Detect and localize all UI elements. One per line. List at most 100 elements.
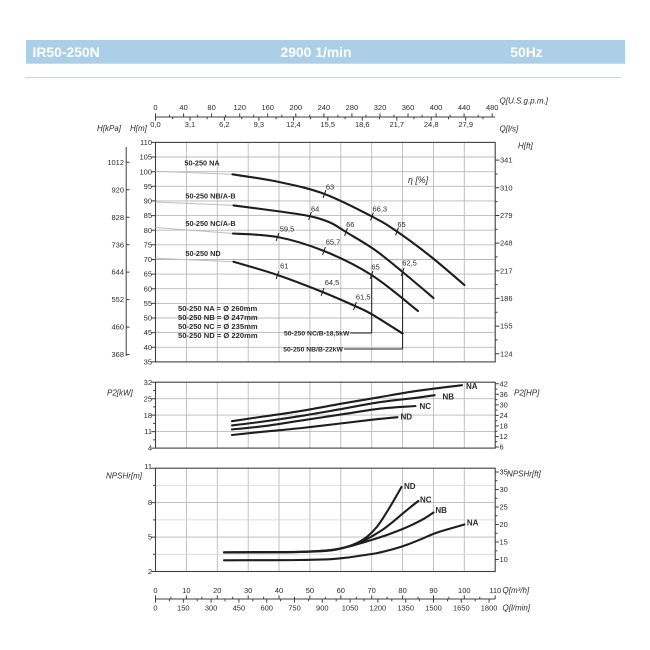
- svg-text:750: 750: [288, 603, 301, 612]
- svg-text:65: 65: [397, 220, 405, 229]
- svg-text:10: 10: [182, 586, 190, 595]
- svg-text:1050: 1050: [342, 603, 359, 612]
- svg-text:62,5: 62,5: [402, 259, 417, 268]
- svg-text:NC: NC: [420, 495, 432, 504]
- svg-text:6: 6: [500, 443, 504, 452]
- svg-text:15,5: 15,5: [320, 120, 335, 129]
- svg-text:900: 900: [316, 603, 329, 612]
- svg-text:27,9: 27,9: [458, 120, 473, 129]
- svg-text:360: 360: [402, 103, 415, 112]
- svg-text:644: 644: [111, 268, 124, 277]
- svg-text:50: 50: [144, 314, 152, 323]
- svg-text:24,8: 24,8: [424, 120, 439, 129]
- svg-text:36: 36: [500, 390, 508, 399]
- svg-text:6,2: 6,2: [219, 120, 229, 129]
- svg-text:60: 60: [144, 284, 152, 293]
- svg-text:Q[U.S.g.p.m.]: Q[U.S.g.p.m.]: [500, 96, 549, 105]
- svg-text:25: 25: [500, 503, 508, 512]
- svg-text:90: 90: [144, 197, 152, 206]
- svg-text:3,1: 3,1: [185, 120, 195, 129]
- svg-text:66: 66: [346, 220, 354, 229]
- svg-text:341: 341: [500, 156, 513, 165]
- svg-text:105: 105: [139, 153, 152, 162]
- svg-text:85: 85: [144, 211, 152, 220]
- svg-text:80: 80: [398, 586, 406, 595]
- svg-text:61,5: 61,5: [356, 293, 371, 302]
- svg-text:155: 155: [500, 322, 513, 331]
- svg-text:64,5: 64,5: [325, 278, 340, 287]
- svg-text:21,7: 21,7: [389, 120, 404, 129]
- svg-text:80: 80: [207, 103, 215, 112]
- svg-text:0: 0: [153, 586, 157, 595]
- svg-text:368: 368: [111, 350, 124, 359]
- svg-text:100: 100: [458, 586, 471, 595]
- svg-text:P2[HP]: P2[HP]: [514, 389, 540, 398]
- svg-text:95: 95: [144, 182, 152, 191]
- svg-text:240: 240: [318, 103, 331, 112]
- svg-text:20: 20: [213, 586, 221, 595]
- svg-text:η [%]: η [%]: [408, 175, 429, 185]
- svg-text:H[kPa]: H[kPa]: [97, 124, 122, 133]
- svg-text:110: 110: [489, 586, 501, 595]
- svg-text:32: 32: [144, 378, 152, 387]
- svg-text:P2[kW]: P2[kW]: [107, 389, 134, 398]
- svg-text:440: 440: [458, 103, 471, 112]
- svg-text:65: 65: [144, 270, 152, 279]
- svg-text:1500: 1500: [425, 603, 442, 612]
- svg-text:40: 40: [144, 343, 152, 352]
- svg-text:IR50-250N: IR50-250N: [33, 44, 100, 60]
- svg-text:35: 35: [500, 468, 508, 477]
- svg-text:1650: 1650: [453, 603, 470, 612]
- svg-text:0,0: 0,0: [150, 120, 160, 129]
- svg-text:100: 100: [139, 167, 152, 176]
- svg-text:75: 75: [144, 240, 152, 249]
- svg-text:124: 124: [500, 349, 513, 358]
- svg-text:NA: NA: [467, 519, 479, 528]
- svg-text:18: 18: [144, 411, 152, 420]
- svg-text:460: 460: [111, 323, 124, 332]
- svg-text:63: 63: [326, 183, 334, 192]
- svg-text:920: 920: [111, 185, 124, 194]
- svg-text:65: 65: [371, 263, 379, 272]
- svg-text:120: 120: [233, 103, 246, 112]
- svg-text:12: 12: [500, 432, 508, 441]
- svg-text:50-250 NC/B-18,5kW: 50-250 NC/B-18,5kW: [284, 330, 350, 337]
- svg-text:18,6: 18,6: [355, 120, 370, 129]
- svg-text:10: 10: [500, 555, 508, 564]
- svg-text:66,3: 66,3: [372, 204, 387, 213]
- svg-text:320: 320: [374, 103, 387, 112]
- svg-text:90: 90: [429, 586, 437, 595]
- svg-text:30: 30: [500, 401, 508, 410]
- svg-text:2900 1/min: 2900 1/min: [280, 44, 351, 60]
- svg-text:40: 40: [275, 586, 283, 595]
- svg-text:24: 24: [500, 411, 508, 420]
- svg-text:H[ft]: H[ft]: [518, 142, 533, 151]
- svg-text:480: 480: [486, 103, 499, 112]
- svg-text:45: 45: [144, 328, 152, 337]
- svg-text:1800: 1800: [481, 603, 498, 612]
- svg-text:18: 18: [500, 422, 508, 431]
- svg-text:280: 280: [346, 103, 359, 112]
- svg-text:70: 70: [368, 586, 376, 595]
- svg-text:736: 736: [111, 240, 124, 249]
- svg-text:1012: 1012: [107, 158, 124, 167]
- svg-text:Q[l/s]: Q[l/s]: [500, 125, 519, 134]
- svg-text:30: 30: [244, 586, 252, 595]
- svg-text:50-250 NB/B-22kW: 50-250 NB/B-22kW: [283, 346, 343, 353]
- svg-text:200: 200: [290, 103, 303, 112]
- svg-text:20: 20: [500, 520, 508, 529]
- svg-text:NC: NC: [420, 402, 432, 411]
- svg-text:30: 30: [500, 485, 508, 494]
- svg-text:25: 25: [144, 394, 152, 403]
- svg-text:310: 310: [500, 183, 513, 192]
- svg-text:450: 450: [233, 603, 246, 612]
- svg-text:50-250 NC/A-B: 50-250 NC/A-B: [185, 219, 235, 228]
- svg-text:50-250 NB/A-B: 50-250 NB/A-B: [185, 191, 235, 200]
- svg-text:279: 279: [500, 211, 513, 220]
- svg-text:400: 400: [430, 103, 443, 112]
- svg-text:50-250 ND: 50-250 ND: [185, 249, 220, 258]
- svg-text:50-250 ND = Ø 220mm: 50-250 ND = Ø 220mm: [178, 331, 258, 340]
- svg-text:50: 50: [306, 586, 314, 595]
- svg-text:248: 248: [500, 239, 513, 248]
- svg-text:11: 11: [144, 462, 152, 471]
